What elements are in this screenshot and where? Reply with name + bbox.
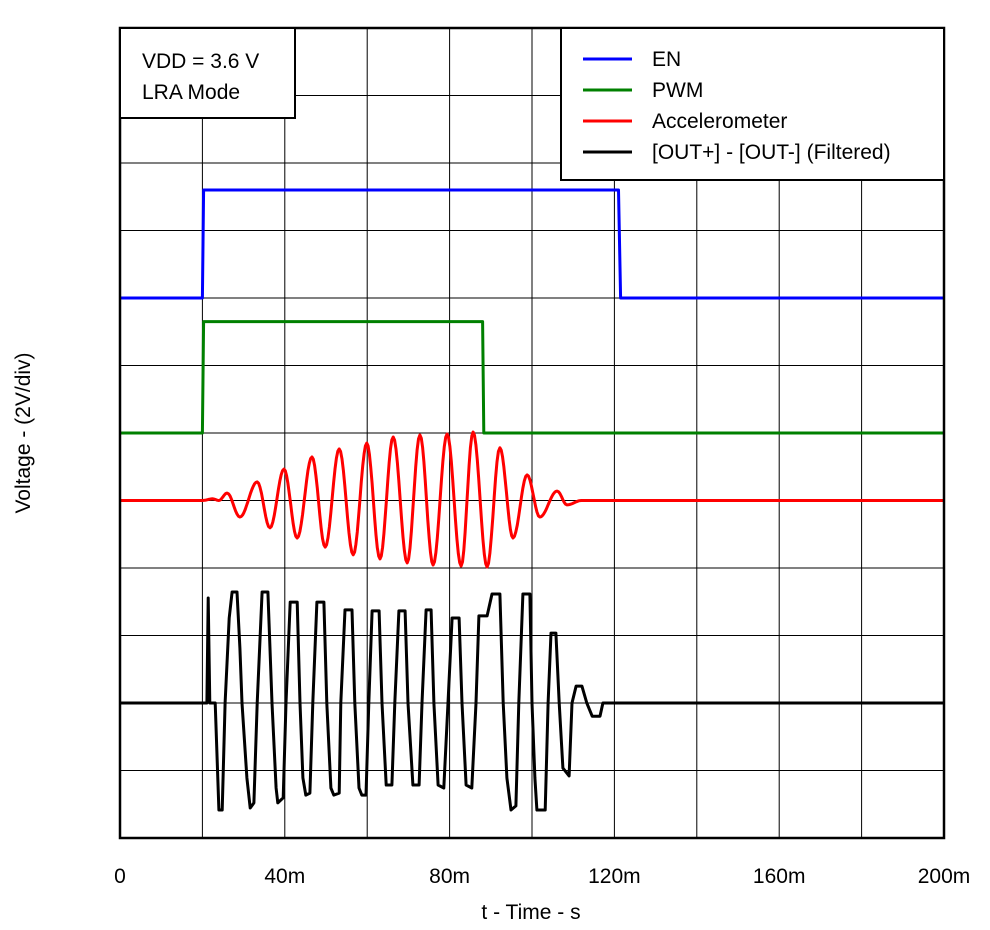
annotation-mode: LRA Mode xyxy=(142,81,240,104)
legend-label: Accelerometer xyxy=(652,110,787,133)
x-tick-labels: 0 40m 80m 120m 160m 200m xyxy=(114,865,970,888)
annotation-vdd: VDD = 3.6 V xyxy=(142,50,259,73)
legend-label: PWM xyxy=(652,79,703,102)
y-axis-label: Voltage - (2V/div) xyxy=(12,352,35,513)
x-tick-label: 200m xyxy=(918,865,971,888)
annotation-box: VDD = 3.6 V LRA Mode xyxy=(119,27,296,119)
series-line-3 xyxy=(120,590,944,812)
x-tick-label: 80m xyxy=(429,865,470,888)
x-tick-label: 40m xyxy=(264,865,305,888)
plot-frame xyxy=(118,26,946,840)
traces xyxy=(119,188,945,812)
x-axis-label: t - Time - s xyxy=(481,901,580,924)
x-tick-label: 160m xyxy=(753,865,806,888)
x-tick-label: 0 xyxy=(114,865,126,888)
legend-label: EN xyxy=(652,48,681,71)
series-line-1 xyxy=(120,320,944,435)
series-line-0 xyxy=(120,188,944,300)
series-line-2 xyxy=(119,430,945,569)
x-tick-label: 120m xyxy=(588,865,641,888)
legend-label: [OUT+] - [OUT-] (Filtered) xyxy=(652,141,891,164)
legend: EN PWM Accelerometer [OUT+] - [OUT-] (Filte… xyxy=(560,27,945,181)
